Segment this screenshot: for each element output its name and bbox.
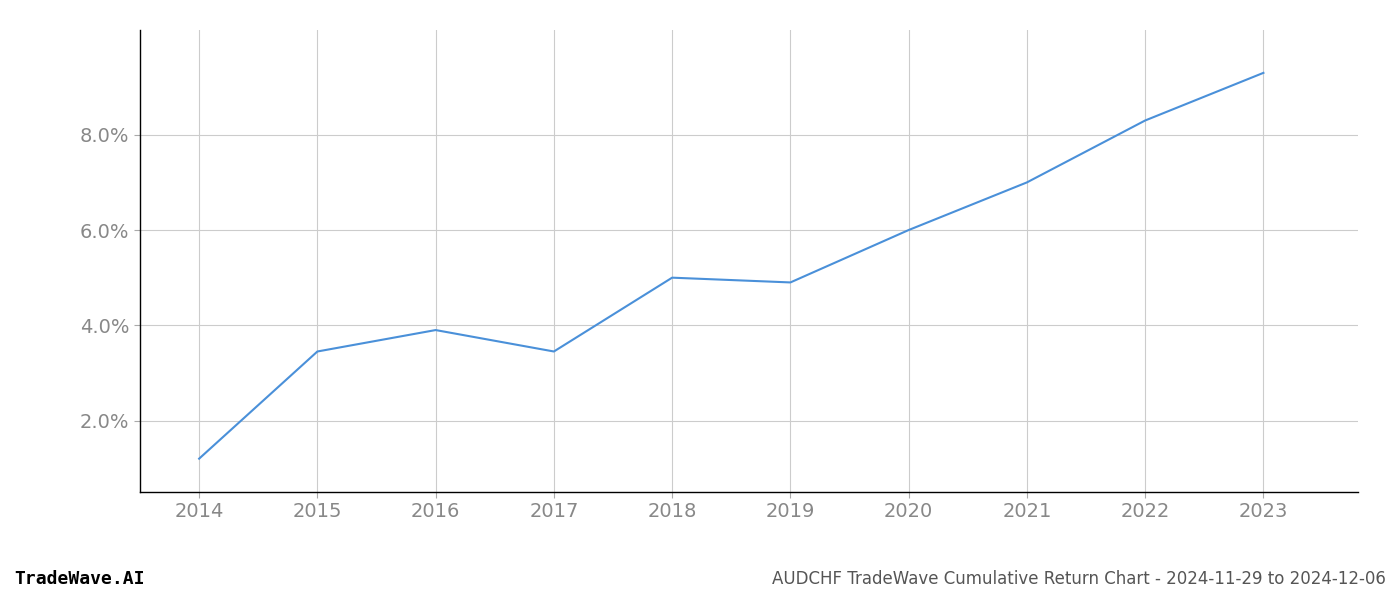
Text: AUDCHF TradeWave Cumulative Return Chart - 2024-11-29 to 2024-12-06: AUDCHF TradeWave Cumulative Return Chart… <box>773 570 1386 588</box>
Text: TradeWave.AI: TradeWave.AI <box>14 570 144 588</box>
